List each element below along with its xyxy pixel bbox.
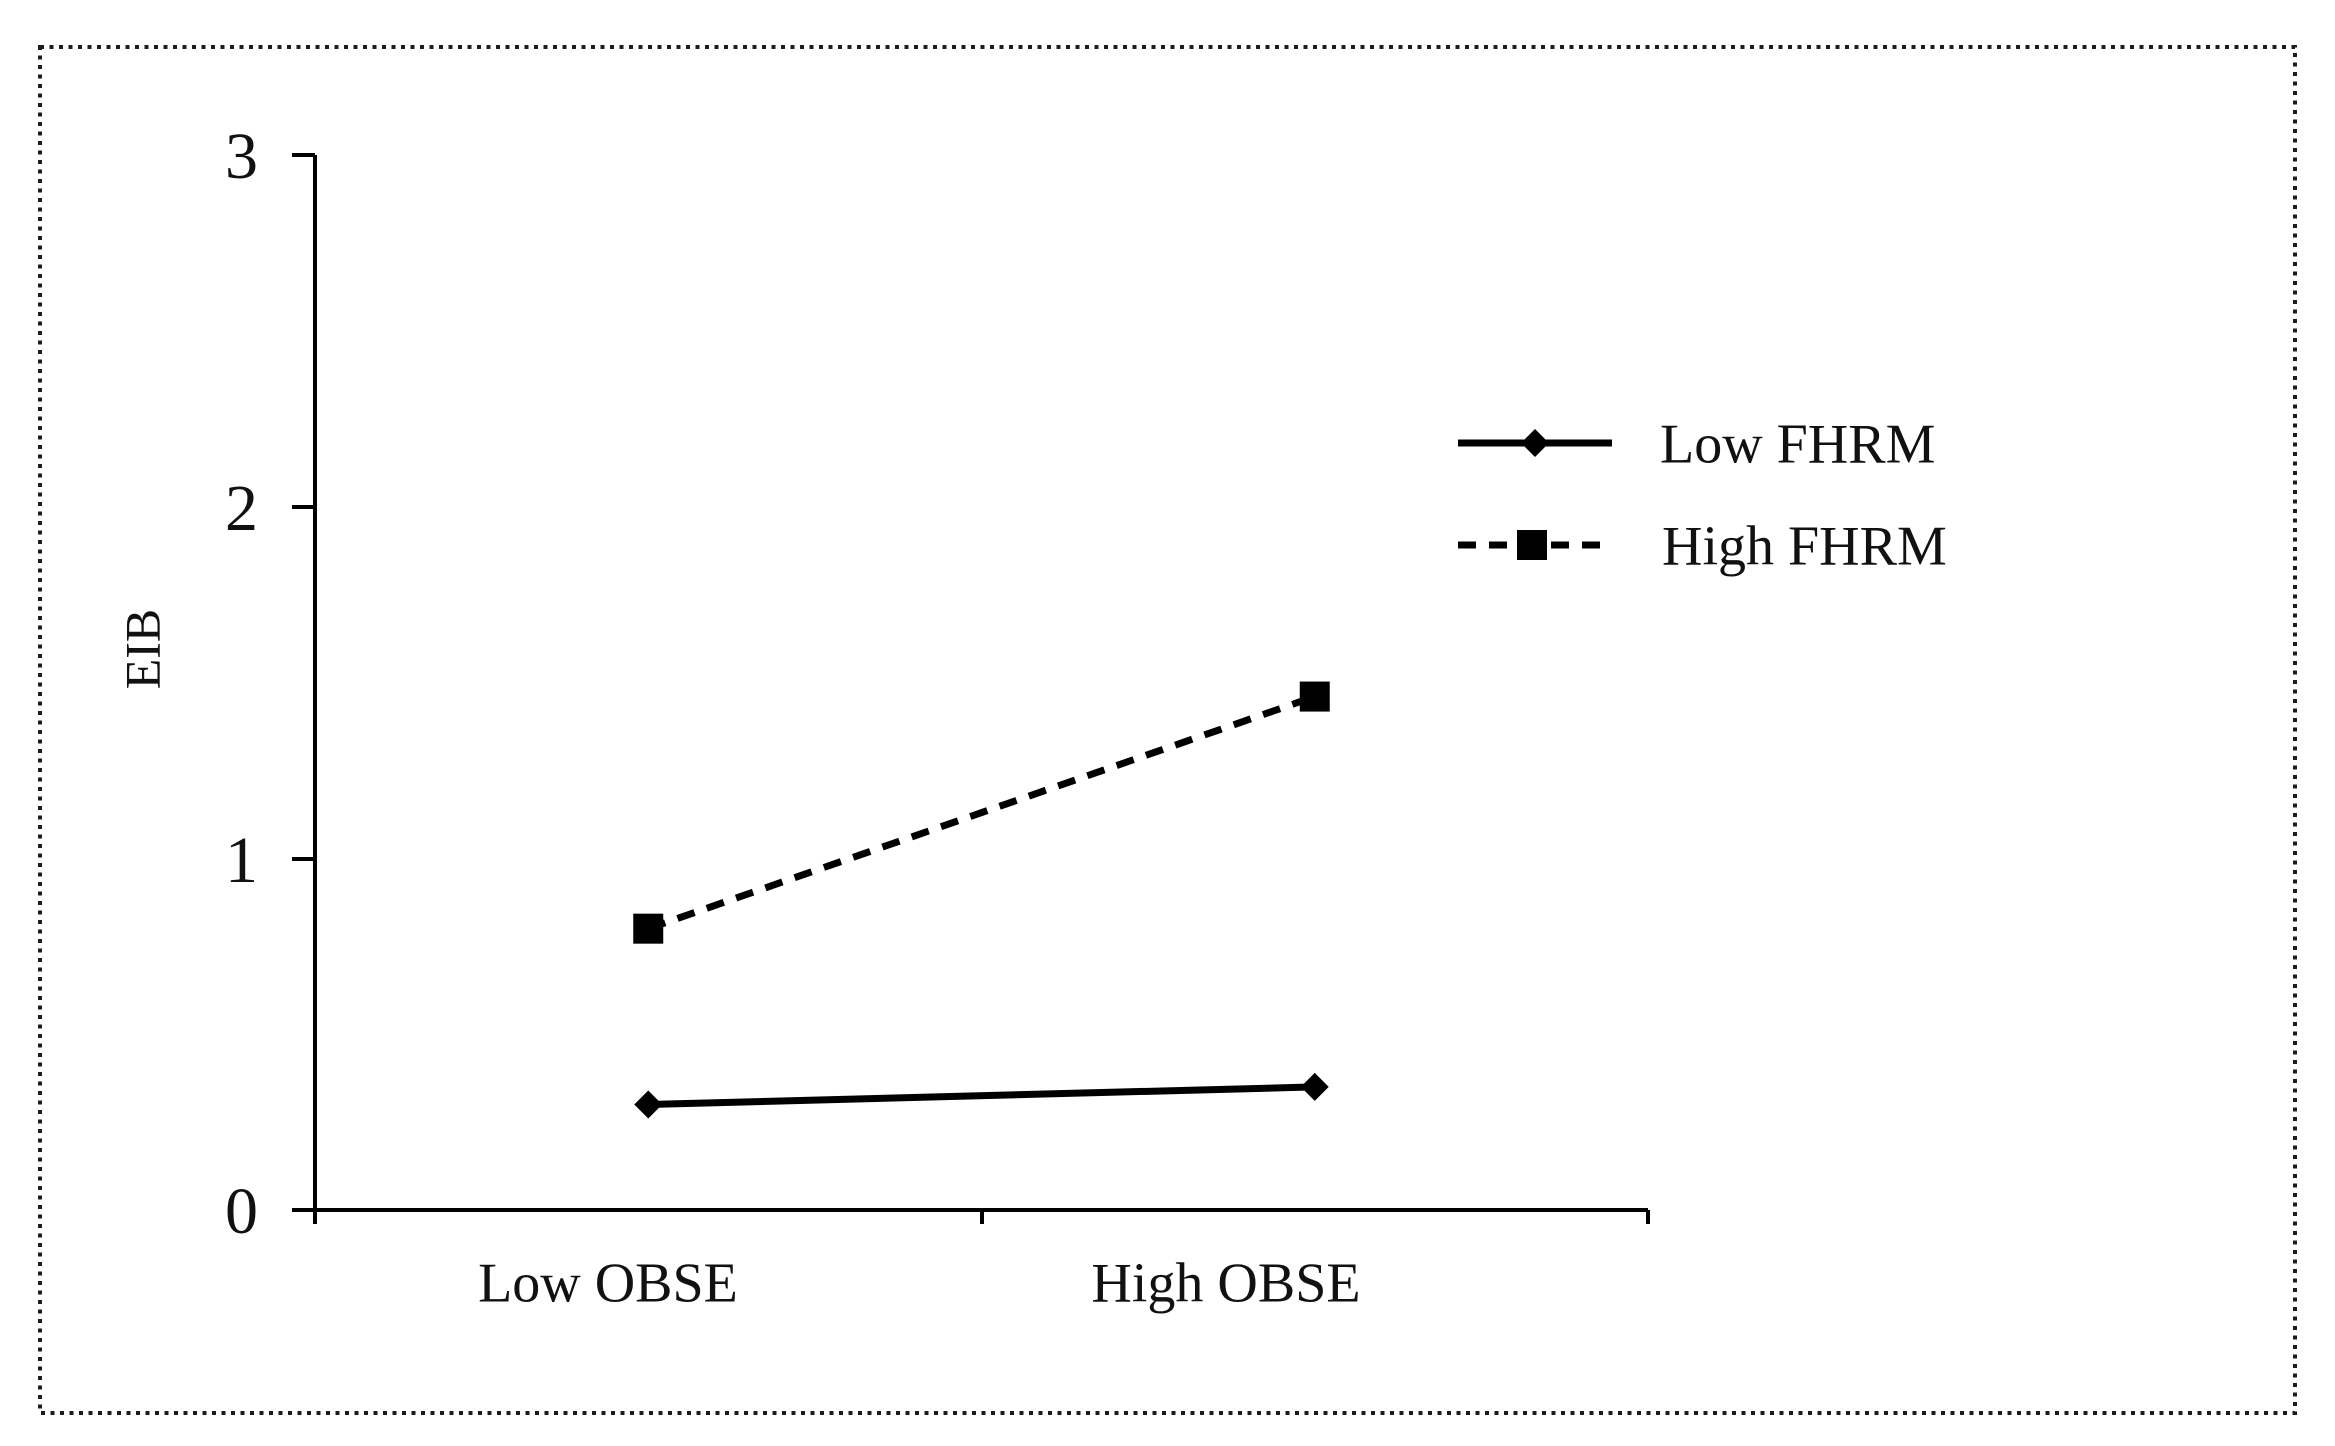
legend-label-low-fhrm: Low FHRM [1660,414,1935,476]
figure-dotted-border [38,45,2297,1415]
data-marker-diamond-low-fhrm-low-obse [634,1090,663,1119]
legend-label-high-fhrm: High FHRM [1662,516,1947,578]
series-line-low-fhrm [648,1083,1315,1108]
y-tick-label-0: 0 [225,1175,258,1248]
y-axis-title: EIB [115,609,171,690]
y-tick-label-2: 2 [225,472,258,545]
series-line-high-fhrm [647,693,1316,932]
legend-diamond-marker-icon [1521,429,1549,457]
data-marker-diamond-low-fhrm-high-obse [1300,1072,1329,1101]
series-layer [633,681,1330,1119]
data-marker-square-high-fhrm-high-obse [1299,681,1330,712]
y-tick-label-1: 1 [225,824,258,897]
y-tick-label-3: 3 [225,120,258,193]
data-marker-square-high-fhrm-low-obse [633,913,664,944]
legend-square-marker-icon [1517,530,1547,560]
x-category-label-low-obse: Low OBSE [478,1253,738,1315]
legend: Low FHRM High FHRM [1458,414,1947,578]
x-category-label-high-obse: High OBSE [1091,1253,1360,1315]
